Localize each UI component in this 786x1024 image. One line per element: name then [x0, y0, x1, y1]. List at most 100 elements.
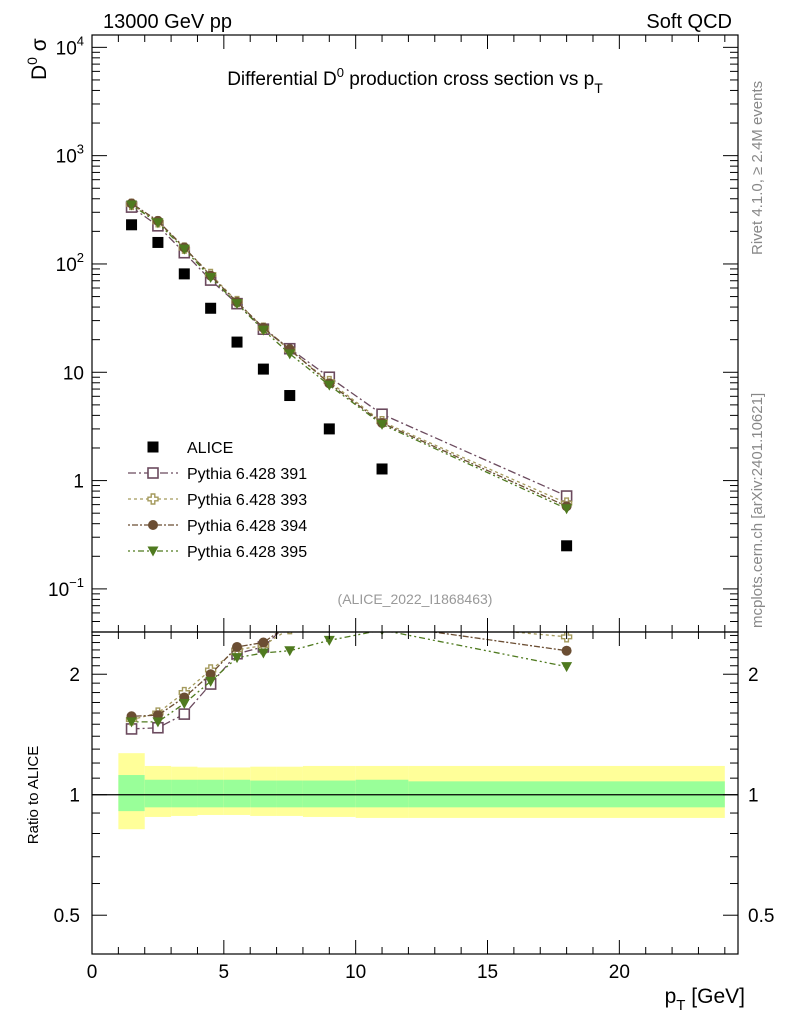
data-point-p395 [284, 349, 296, 360]
ratio-point-p395 [126, 717, 138, 728]
ratio-point-p394 [258, 637, 269, 648]
ratio-point-p394 [232, 641, 243, 652]
legend-marker-alice [147, 441, 159, 453]
data-point-p395 [323, 380, 335, 391]
data-point-alice [126, 219, 138, 231]
x-tick-label: 0 [87, 962, 98, 983]
data-point-p395 [376, 419, 388, 430]
legend-marker-p395 [147, 546, 159, 557]
analysis-label: (ALICE_2022_I1868463) [338, 591, 493, 607]
ratio-band-inner [144, 779, 172, 808]
legend-label-alice: ALICE [187, 440, 233, 457]
data-point-alice [376, 463, 388, 475]
data-point-alice [205, 302, 217, 314]
version-label: Rivet 4.1.0, ≥ 2.4M events [749, 81, 766, 255]
tick-base: 10 [63, 363, 84, 384]
tick-exponent: 2 [77, 250, 84, 265]
ratio-y-tick-label-right: 1 [748, 786, 759, 807]
series-line-p394 [131, 202, 567, 507]
ratio-point-p393 [377, 615, 387, 625]
ratio-point-p395 [231, 653, 243, 664]
data-point-alice [231, 336, 243, 348]
ratio-point-p394 [561, 645, 572, 656]
main-y-tick-label: 1 [73, 472, 84, 493]
data-point-p395 [561, 504, 573, 515]
legend-label-p393: Pythia 6.428 393 [187, 492, 307, 509]
series-line-p395 [131, 204, 567, 510]
tick-exponent: −1 [69, 575, 84, 590]
main-y-axis-label: D0 σ [24, 38, 51, 80]
tick-exponent: 3 [77, 142, 84, 157]
ratio-band-inner [118, 775, 145, 812]
data-point-alice [152, 236, 164, 248]
data-point-alice [284, 390, 296, 402]
ratio-point-p391 [178, 708, 191, 720]
main-y-tick-label: 10 [63, 363, 84, 384]
site-label: mcplots.cern.ch [arXiv:2401.10621] [749, 393, 766, 628]
category-label: Soft QCD [646, 11, 732, 33]
data-point-alice [323, 423, 335, 435]
ratio-point-p395 [561, 662, 573, 673]
legend-marker-p394 [148, 520, 158, 530]
data-point-p395 [231, 299, 243, 310]
ratio-line-p391 [131, 632, 281, 730]
ratio-point-p395 [205, 676, 217, 687]
ratio-band-inner [171, 779, 198, 808]
legend-marker-p393 [147, 493, 159, 505]
main-y-tick-label: 102 [56, 250, 84, 276]
ratio-point-p395 [178, 699, 190, 710]
x-tick-label: 10 [345, 962, 366, 983]
ratio-line-p395 [131, 632, 567, 723]
series-line-p393 [131, 203, 567, 504]
data-point-alice [257, 363, 269, 375]
tick-base: 10 [56, 255, 77, 276]
energy-label: 13000 GeV pp [103, 11, 232, 33]
legend-label-p394: Pythia 6.428 394 [187, 518, 307, 535]
ratio-point-p394 [285, 619, 295, 629]
ratio-y-tick-label-left: 0.5 [54, 906, 80, 927]
plot-title: Differential D0 production cross section… [227, 65, 603, 96]
x-axis-label: pT [GeV] [665, 985, 745, 1014]
tick-base: 1 [73, 472, 84, 493]
data-point-p395 [126, 200, 138, 211]
ratio-band-inner [250, 780, 277, 808]
main-y-tick-label: 10−1 [48, 575, 84, 601]
ratio-band-inner [276, 780, 303, 808]
main-y-tick-label: 104 [56, 33, 84, 59]
ratio-y-tick-label-right: 2 [748, 665, 759, 686]
main-y-tick-label: 103 [56, 142, 84, 168]
ratio-point-p394 [205, 669, 216, 680]
ratio-band-inner [223, 779, 251, 808]
x-tick-label: 15 [477, 962, 498, 983]
ratio-point-p395 [284, 646, 296, 657]
x-tick-label: 5 [219, 962, 230, 983]
ratio-plot-frame [91, 631, 739, 955]
ratio-line-p393 [131, 632, 567, 721]
main-plot-frame [91, 34, 739, 633]
ratio-band-inner [197, 779, 224, 808]
ratio-band-inner [302, 780, 356, 808]
data-point-p395 [205, 272, 217, 283]
ratio-point-p391 [285, 617, 295, 627]
legend-label-p391: Pythia 6.428 391 [187, 466, 307, 483]
data-point-p395 [257, 325, 269, 336]
ratio-line-p394 [131, 632, 567, 717]
data-point-p395 [152, 218, 164, 229]
tick-base: 10 [56, 38, 77, 59]
data-point-alice [561, 540, 573, 552]
tick-base: 10 [48, 580, 69, 601]
ratio-y-axis-label: Ratio to ALICE [25, 746, 42, 844]
ratio-point-p391 [562, 605, 572, 615]
data-point-p395 [178, 244, 190, 255]
ratio-point-p393 [324, 615, 334, 625]
legend-marker-p391 [147, 467, 159, 479]
ratio-band-inner [355, 779, 409, 808]
ratio-y-tick-label-right: 0.5 [748, 906, 774, 927]
tick-base: 10 [56, 147, 77, 168]
data-point-alice [178, 268, 190, 280]
ratio-point-p391 [324, 599, 334, 609]
x-tick-label: 20 [609, 962, 630, 983]
ratio-y-tick-label-left: 1 [69, 786, 80, 807]
tick-exponent: 4 [77, 33, 84, 48]
